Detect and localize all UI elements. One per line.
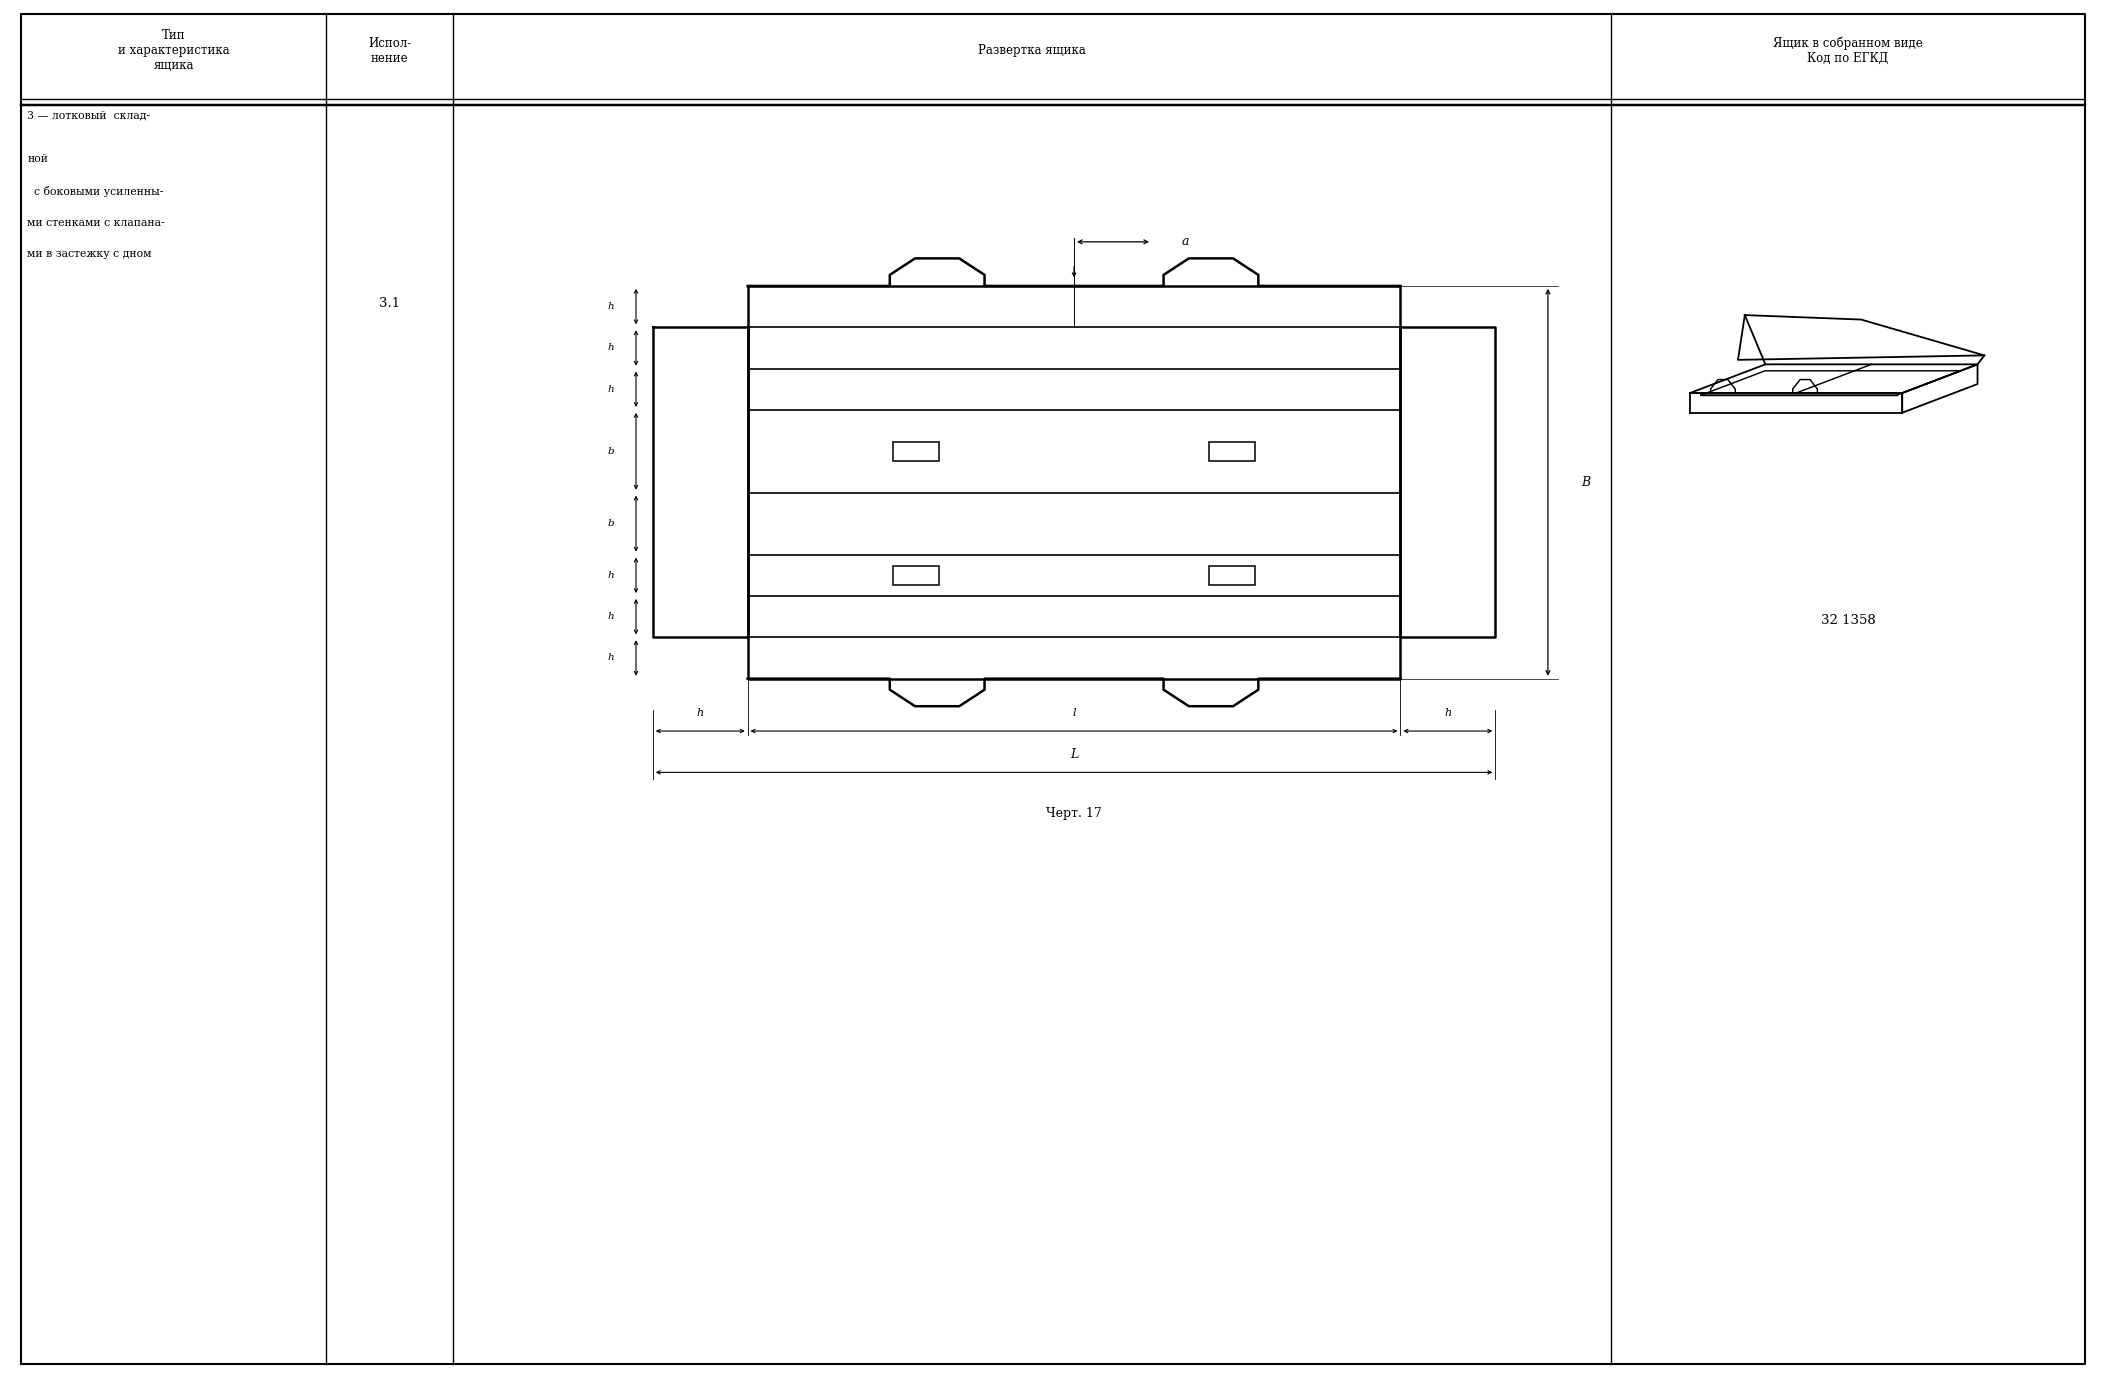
Text: l: l	[1072, 708, 1076, 718]
Text: ми стенками с клапана-: ми стенками с клапана-	[27, 218, 164, 227]
Text: h: h	[607, 343, 615, 353]
Text: L: L	[1070, 748, 1078, 761]
Text: Черт. 17: Черт. 17	[1047, 808, 1101, 820]
Text: Тип
и характеристика
ящика: Тип и характеристика ящика	[118, 29, 230, 73]
Text: Испол-
нение: Испол- нение	[369, 37, 411, 65]
Text: b: b	[607, 446, 615, 456]
Text: ной: ной	[27, 154, 48, 164]
Text: h: h	[607, 302, 615, 311]
Text: с боковыми усиленны-: с боковыми усиленны-	[27, 186, 164, 197]
Text: h: h	[607, 570, 615, 580]
Text: 3 — лотковый  склад-: 3 — лотковый склад-	[27, 110, 150, 120]
Text: h: h	[607, 384, 615, 394]
Text: h: h	[1445, 708, 1451, 718]
Bar	[893, 566, 939, 586]
Bar	[893, 442, 939, 462]
Text: 32 1358: 32 1358	[1822, 613, 1874, 627]
Text: ми в застежку с дном: ми в застежку с дном	[27, 249, 152, 259]
Text: h: h	[607, 653, 615, 663]
Text: B: B	[1582, 475, 1590, 489]
Text: b: b	[607, 520, 615, 528]
Text: h: h	[697, 708, 703, 718]
Bar	[1209, 442, 1255, 462]
Text: Развертка ящика: Развертка ящика	[977, 44, 1087, 58]
Text: 3.1: 3.1	[379, 296, 400, 310]
Text: a: a	[1181, 236, 1190, 248]
Bar	[1209, 566, 1255, 586]
Text: h: h	[607, 612, 615, 621]
Text: Ящик в собранном виде
Код по ЕГКД: Ящик в собранном виде Код по ЕГКД	[1773, 37, 1923, 65]
